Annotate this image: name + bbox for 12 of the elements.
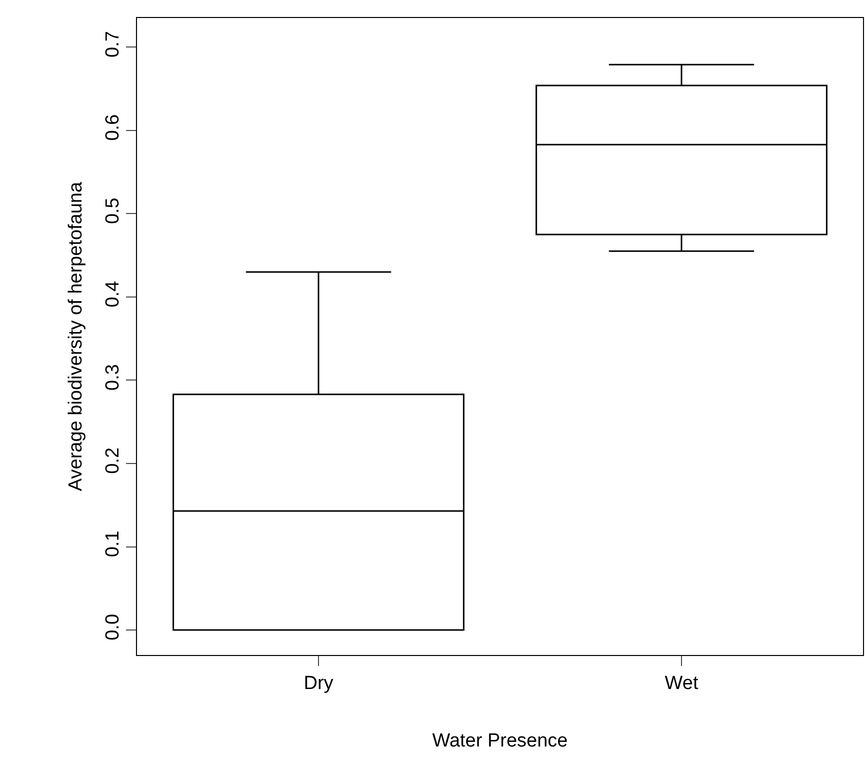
x-tick-label: Dry bbox=[304, 672, 334, 694]
y-tick-label: 0.1 bbox=[102, 530, 124, 558]
y-axis-title: Average biodiversity of herpetofauna bbox=[65, 182, 86, 492]
y-tick-label: 0.0 bbox=[102, 614, 124, 640]
y-tick-label: 0.6 bbox=[102, 114, 124, 141]
y-tick-label: 0.2 bbox=[102, 447, 124, 474]
x-tick-label: Wet bbox=[664, 672, 699, 694]
y-tick-label: 0.4 bbox=[102, 280, 124, 308]
y-tick-label: 0.3 bbox=[102, 364, 124, 391]
x-axis-title: Water Presence bbox=[432, 730, 568, 752]
y-tick-label: 0.5 bbox=[102, 198, 124, 224]
y-tick-label: 0.7 bbox=[102, 31, 124, 58]
